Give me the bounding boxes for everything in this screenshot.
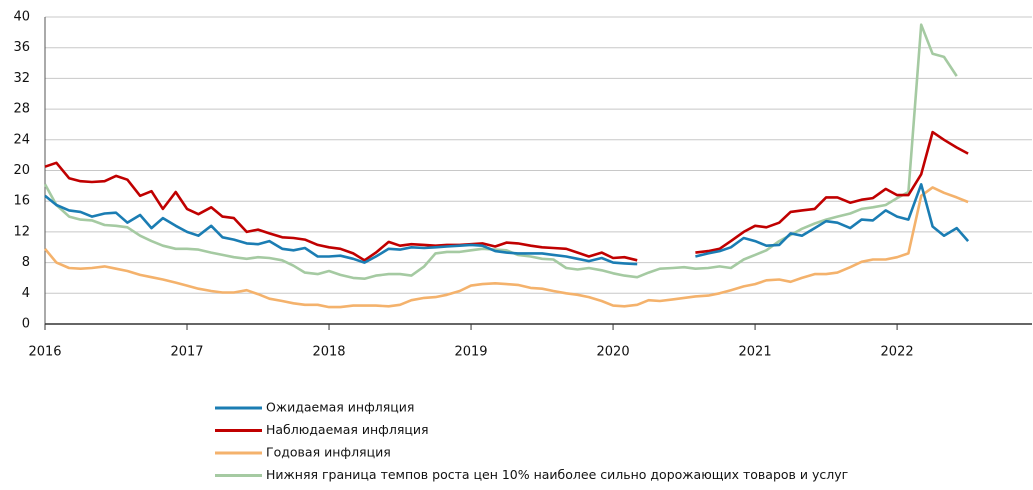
- series-line: [44, 130, 969, 262]
- y-tick-label: 28: [13, 102, 30, 117]
- legend-label: Годовая инфляция: [266, 445, 391, 460]
- y-tick-label: 36: [13, 40, 30, 55]
- y-tick-label: 24: [13, 132, 30, 147]
- y-tick-label: 4: [22, 286, 30, 301]
- legend-label: Ожидаемая инфляция: [266, 400, 414, 415]
- y-tick-label: 20: [13, 163, 30, 178]
- y-tick-label: 16: [13, 194, 30, 209]
- y-tick-label: 32: [13, 71, 30, 86]
- legend-label: Наблюдаемая инфляция: [266, 422, 429, 437]
- y-tick-label: 0: [22, 317, 30, 332]
- x-tick-label: 2021: [739, 345, 772, 360]
- series-line: [43, 186, 969, 309]
- series-line: [44, 183, 970, 266]
- x-tick-label: 2018: [312, 345, 345, 360]
- y-tick-label: 8: [22, 255, 30, 270]
- y-tick-label: 40: [13, 10, 30, 25]
- x-tick-label: 2022: [881, 345, 914, 360]
- x-tick-label: 2019: [454, 345, 487, 360]
- series-line: [43, 23, 958, 280]
- legend-label: Нижняя граница темпов роста цен 10% наиб…: [266, 467, 848, 482]
- x-tick-label: 2016: [28, 345, 61, 360]
- x-tick-label: 2020: [597, 345, 630, 360]
- x-tick-label: 2017: [170, 345, 203, 360]
- y-tick-label: 12: [13, 224, 30, 239]
